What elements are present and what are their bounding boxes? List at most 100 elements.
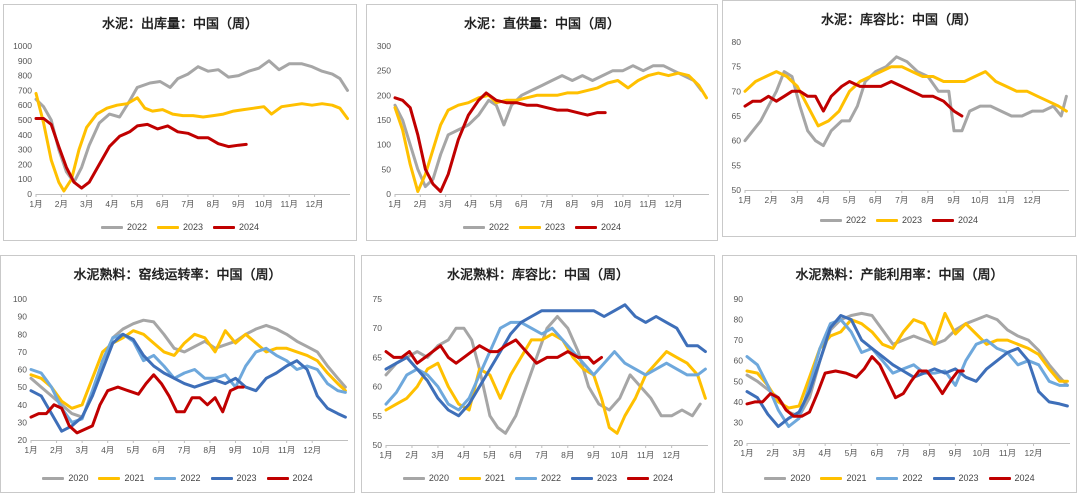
- x-tick-label: 6月: [515, 199, 528, 209]
- x-tick-label: 1月: [24, 445, 37, 455]
- y-tick-label: 100: [377, 140, 391, 150]
- x-tick-label: 4月: [817, 195, 830, 205]
- legend-swatch: [518, 226, 541, 230]
- chart-panel-1: 水泥：出库量：中国（周） 0 100 200 300 400 500 600 700 800 90…: [3, 4, 357, 241]
- y-tick-label: 75: [732, 62, 742, 72]
- legend-swatch: [876, 477, 899, 481]
- x-tick-label: 8月: [566, 199, 579, 209]
- legend-item-2022: 2022: [462, 222, 509, 232]
- legend-item-2021: 2021: [458, 473, 505, 483]
- legend-item-2022: 2022: [819, 215, 866, 225]
- x-tick-label: 6月: [509, 450, 522, 460]
- x-tick-label: 4月: [819, 448, 832, 458]
- legend-item-2023: 2023: [932, 473, 979, 483]
- x-tick-label: 8月: [923, 448, 936, 458]
- y-tick-label: 40: [18, 400, 28, 410]
- y-tick-label: 50: [732, 185, 742, 195]
- y-tick-label: 900: [18, 56, 32, 66]
- legend-item-2021: 2021: [820, 473, 866, 483]
- x-tick-label: 11月: [278, 445, 295, 455]
- y-tick-label: 30: [734, 417, 744, 427]
- y-tick-label: 40: [734, 397, 744, 407]
- legend-swatch: [819, 219, 842, 223]
- x-tick-label: 5月: [127, 445, 140, 455]
- series-line-2022: [29, 332, 347, 424]
- chart-legend: 2022 2023 2024: [367, 222, 717, 232]
- chart-legend: 2020 2021 2022 2023 2024: [1, 473, 354, 483]
- x-tick-label: 3月: [80, 199, 93, 209]
- legend-swatch: [462, 226, 485, 230]
- x-tick-label: 6月: [156, 199, 169, 209]
- chart-legend: 2020 2021 2022 2023 2024: [362, 473, 714, 483]
- legend-swatch: [571, 477, 594, 481]
- x-tick-label: 11月: [637, 450, 654, 460]
- line-chart-clinker-storage-ratio: 50 55 60 65 70 75 1月 2月 3月 4月 5月 6月 7月 8月 9月 10月 11月 12月: [373, 294, 708, 460]
- legend-label: 2023: [544, 222, 566, 232]
- x-tick-label: 9月: [587, 450, 600, 460]
- legend-swatch: [210, 477, 233, 481]
- y-tick-label: 75: [373, 294, 383, 304]
- chart-panel-5: 水泥熟料：库容比：中国（周） 50 55 60 65 70 75 1月 2月 3月 4月 5月 6月 7…: [361, 255, 715, 493]
- legend-item-2024: 2024: [575, 222, 621, 232]
- series-line-2024: [745, 355, 965, 418]
- chart-panel-3: 水泥：库容比：中国（周） 50 55 60 65 70 75 80 1月 2月 3月 4月 5月 6月 7…: [722, 0, 1076, 237]
- y-tick-label: 55: [373, 411, 383, 421]
- y-tick-label: 20: [734, 438, 744, 448]
- x-tick-label: 9月: [947, 195, 960, 205]
- y-tick-label: 50: [373, 440, 383, 450]
- x-tick-label: 2月: [55, 199, 68, 209]
- x-tick-label: 9月: [591, 199, 604, 209]
- series-line-2022: [745, 318, 1069, 428]
- x-tick-label: 7月: [181, 199, 194, 209]
- legend-label: 2024: [292, 473, 313, 483]
- x-tick-label: 10月: [252, 445, 270, 455]
- series-line-2022: [393, 64, 703, 189]
- legend-label: 2020: [428, 473, 449, 483]
- x-tick-label: 1月: [388, 199, 401, 209]
- x-tick-label: 5月: [490, 199, 503, 209]
- x-tick-label: 6月: [869, 195, 882, 205]
- y-tick-label: 70: [734, 335, 744, 345]
- y-tick-label: 600: [18, 100, 32, 110]
- y-tick-label: 60: [373, 382, 383, 392]
- y-tick-label: 0: [27, 189, 32, 199]
- y-tick-label: 0: [386, 189, 391, 199]
- legend-swatch: [820, 477, 843, 481]
- x-tick-label: 2月: [766, 448, 779, 458]
- series-line-2021: [745, 311, 1069, 410]
- series-line-2021: [384, 332, 707, 435]
- y-tick-label: 500: [18, 115, 32, 125]
- series-line-2023: [34, 91, 349, 193]
- series-line-2023: [745, 314, 1069, 428]
- x-tick-label: 11月: [998, 195, 1015, 205]
- chart-legend: 2022 2023 2024: [723, 215, 1075, 225]
- legend-item-2022: 2022: [514, 473, 561, 483]
- chart-title: 水泥熟料：库容比：中国（周）: [446, 268, 629, 283]
- x-tick-label: 12月: [306, 199, 324, 209]
- y-tick-label: 70: [732, 86, 742, 96]
- legend-item-2023: 2023: [875, 215, 922, 225]
- x-tick-label: 11月: [640, 199, 657, 209]
- y-tick-label: 700: [18, 85, 32, 95]
- legend-item-2021: 2021: [98, 473, 144, 483]
- legend-label: 2021: [124, 473, 145, 483]
- legend-item-2023: 2023: [156, 222, 203, 232]
- x-tick-label: 3月: [439, 199, 452, 209]
- x-tick-label: 8月: [203, 445, 216, 455]
- y-tick-label: 20: [18, 435, 28, 445]
- legend-swatch: [764, 477, 787, 481]
- y-tick-label: 100: [13, 294, 27, 304]
- legend-label: 2022: [126, 222, 147, 232]
- y-tick-label: 100: [18, 174, 32, 184]
- x-tick-label: 4月: [464, 199, 477, 209]
- y-tick-label: 90: [18, 312, 28, 322]
- y-tick-label: 30: [18, 417, 28, 427]
- legend-swatch: [514, 477, 537, 481]
- series-line-2024: [34, 117, 248, 190]
- x-tick-label: 10月: [972, 448, 990, 458]
- series-line-2024: [743, 80, 964, 118]
- x-tick-label: 10月: [971, 195, 989, 205]
- legend-label: 2023: [597, 473, 618, 483]
- series-line-2024: [384, 338, 603, 365]
- x-tick-label: 4月: [105, 199, 118, 209]
